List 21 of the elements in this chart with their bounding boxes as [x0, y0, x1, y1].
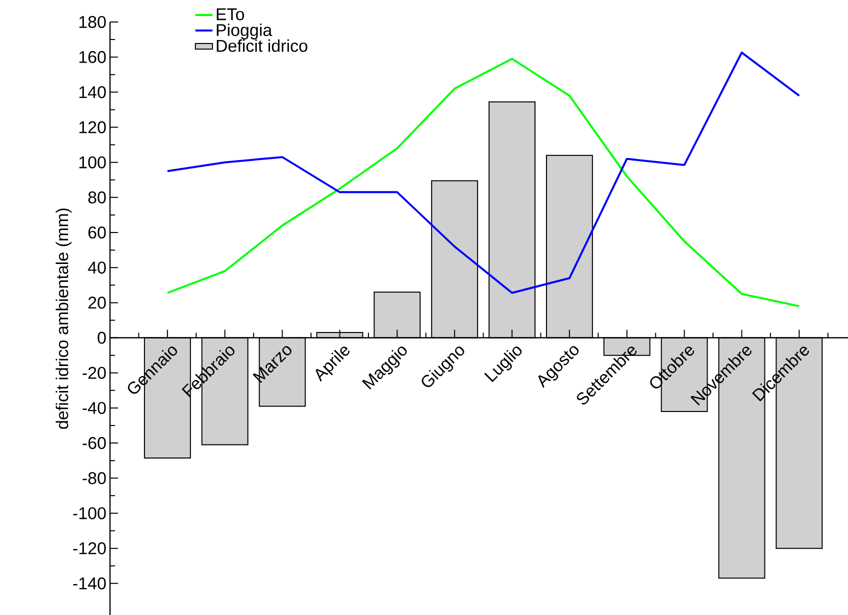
y-tick-label: -20: [82, 366, 106, 379]
y-tick-label: 140: [79, 86, 106, 98]
y-tick-label: 160: [79, 51, 106, 64]
y-tick-label: -40: [82, 402, 106, 414]
y-tick-label: 100: [79, 156, 106, 168]
legend-label: ETo: [216, 8, 244, 20]
legend-label: Pioggia: [216, 24, 272, 40]
y-tick-label: -140: [73, 577, 106, 590]
legend-label: Deficit idrico: [216, 39, 308, 52]
y-tick-label: 0: [98, 332, 106, 344]
y-tick-label: 180: [79, 16, 106, 28]
y-tick-label: 80: [88, 191, 106, 204]
y-tick-label: 120: [79, 121, 106, 134]
y-tick-label: -100: [73, 507, 106, 520]
y-tick-label: -80: [82, 472, 106, 484]
y-tick-label: -60: [82, 437, 106, 450]
y-tick-label: -120: [73, 542, 106, 554]
y-tick-label: 40: [88, 262, 106, 274]
y-axis-title: deficit idrico ambientale (mm): [56, 208, 72, 429]
y-tick-label: 20: [88, 296, 106, 309]
y-tick-label: 60: [88, 226, 106, 239]
